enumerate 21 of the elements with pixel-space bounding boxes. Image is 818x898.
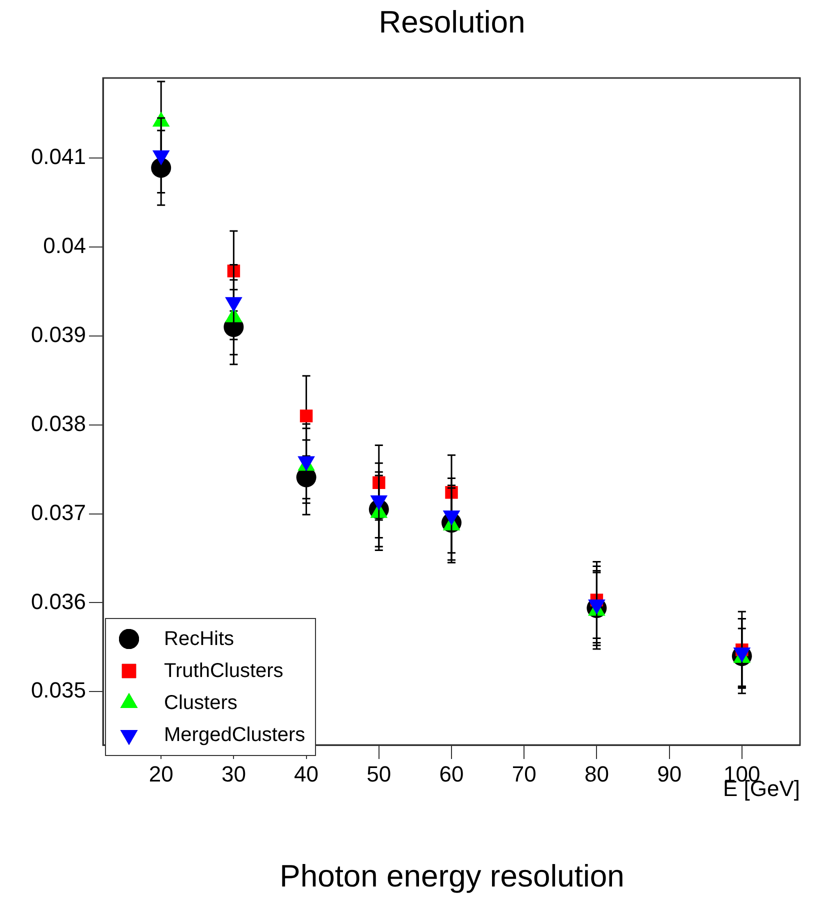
x-tick-label: 80 [584, 761, 609, 786]
y-tick-label: 0.038 [30, 410, 86, 436]
x-tick-label: 30 [221, 761, 246, 786]
y-tick-label: 0.041 [30, 144, 86, 170]
legend-label: RecHits [164, 628, 234, 650]
y-tick-label: 0.04 [43, 233, 86, 258]
x-tick-label: 70 [512, 761, 536, 786]
legend-label: MergedClusters [164, 724, 306, 746]
x-tick-label: 50 [366, 761, 392, 786]
legend-label: Clusters [164, 692, 238, 714]
x-tick-label: 20 [148, 761, 174, 786]
x-tick-label: 60 [439, 761, 464, 786]
y-tick-label: 0.035 [30, 678, 86, 703]
x-tick-label: 40 [294, 761, 319, 786]
text: Photon energy resolution [280, 858, 624, 894]
y-tick-label: 0.037 [30, 500, 86, 525]
y-tick-label: 0.039 [30, 322, 86, 347]
y-tick-label: 0.036 [30, 588, 86, 614]
legend-label: TruthClusters [164, 660, 284, 682]
x-tick-label: 90 [657, 761, 682, 786]
chart-title: Resolution [378, 4, 526, 40]
